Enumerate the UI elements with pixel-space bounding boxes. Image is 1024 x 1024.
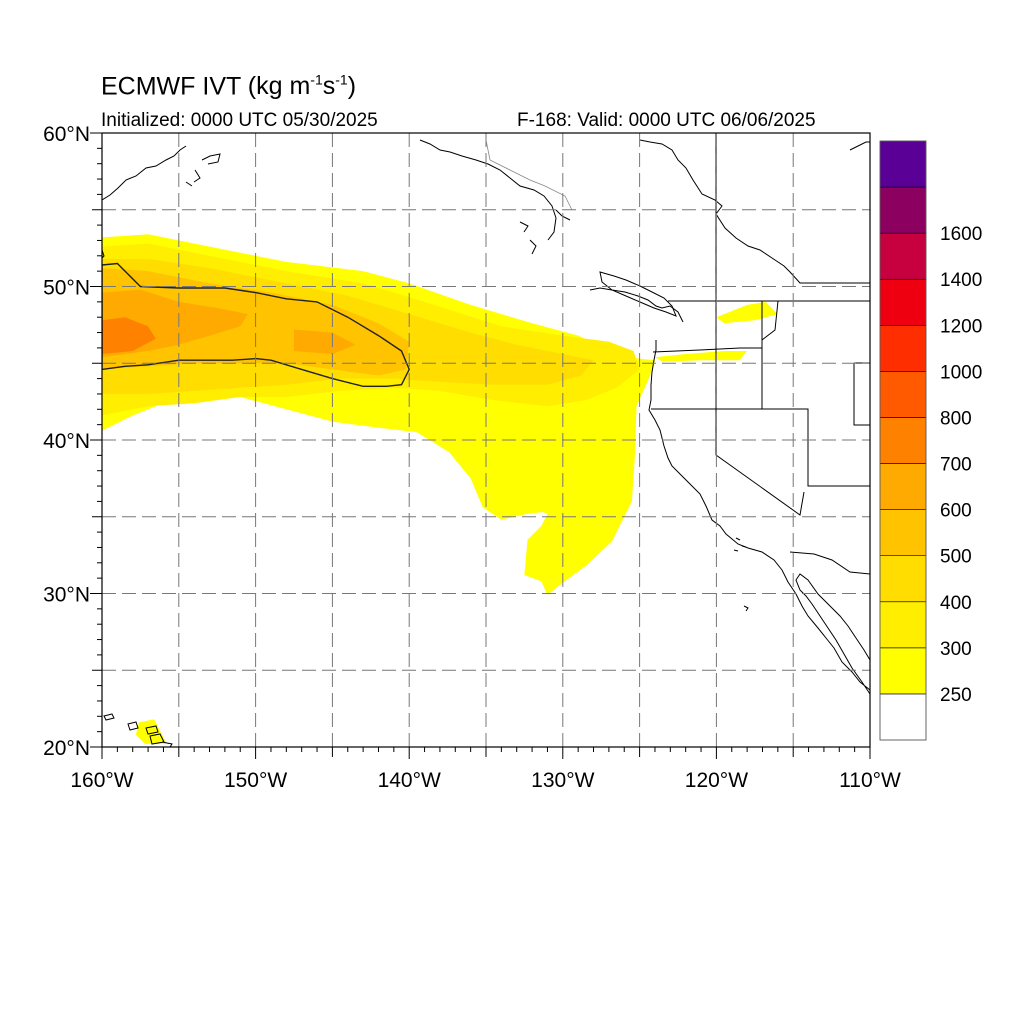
colorbar-box <box>879 647 927 695</box>
units-exp-2: -1 <box>335 72 348 88</box>
model-name: ECMWF <box>101 72 196 101</box>
lat-label: 60°N <box>43 123 90 146</box>
lat-label: 40°N <box>43 430 90 453</box>
lon-label: 120°W <box>685 769 748 792</box>
colorbar-box <box>879 140 927 188</box>
colorbar-label: 1200 <box>940 316 982 337</box>
ivt-contour <box>102 262 410 387</box>
ivt-region-700-6 <box>102 317 156 354</box>
ivt-contour-line <box>102 262 410 387</box>
colorbar-label: 700 <box>940 455 972 476</box>
alaska-coastline <box>102 139 870 259</box>
colorbar-box <box>879 325 927 372</box>
colorbar: 250 300 400 500 600 700 800 1000 1200 1400 1600 <box>879 140 982 741</box>
colorbar-box <box>879 186 927 234</box>
lon-label: 160°W <box>70 769 133 792</box>
vancouver-island <box>599 271 677 317</box>
colorbar-label: 1600 <box>940 224 982 245</box>
lon-label: 150°W <box>224 769 287 792</box>
channel-islands <box>733 537 749 612</box>
colorbar-label: 600 <box>940 501 972 522</box>
colorbar-box <box>879 601 927 649</box>
axis-ticks <box>90 132 871 759</box>
units-mid: s <box>322 72 336 101</box>
map-title: ECMWF IVT (kg m-1s-1) <box>101 72 356 101</box>
colorbar-label: 1400 <box>940 270 982 291</box>
variable-name: IVT <box>202 72 241 101</box>
north-america-coastline <box>589 139 870 695</box>
colorbar-label: 400 <box>940 593 972 614</box>
graticule <box>102 133 870 747</box>
ivt-region-600-5 <box>294 329 356 354</box>
units-exp-1: -1 <box>310 72 323 88</box>
colorbar-label: 300 <box>940 639 972 660</box>
lat-label: 50°N <box>43 277 90 300</box>
colorbar-box <box>879 693 927 741</box>
longitude-labels: 160°W 150°W 140°W 130°W 120°W 110°W <box>70 769 901 792</box>
colorbar-frame <box>879 140 927 741</box>
colorbar-box <box>879 371 927 418</box>
colorbar-label: 500 <box>940 547 972 568</box>
colorbar-box <box>879 555 927 603</box>
latitude-labels: 60°N 50°N 40°N 30°N 20°N <box>43 123 90 760</box>
colorbar-label: 250 <box>940 685 972 706</box>
alaska-canada-border <box>485 139 573 211</box>
colorbar-box <box>879 417 927 464</box>
mexico-border <box>789 551 870 575</box>
colorbar-box <box>879 278 927 326</box>
lon-label: 140°W <box>378 769 441 792</box>
units-label: (kg m-1s-1) <box>248 72 356 100</box>
ivt-region-250-9 <box>135 719 167 744</box>
state-borders <box>651 133 870 516</box>
coastlines-and-borders <box>102 133 870 747</box>
units-base: (kg m <box>247 72 311 101</box>
units-close: ) <box>347 72 357 101</box>
ivt-region-250-8 <box>655 351 748 362</box>
colorbar-box <box>879 509 927 556</box>
lat-label: 20°N <box>43 737 90 760</box>
lat-label: 30°N <box>43 584 90 607</box>
ivt-region-250-7 <box>716 301 778 324</box>
initialized-time: Initialized: 0000 UTC 05/30/2025 <box>101 110 378 131</box>
hawaii-islands <box>103 713 173 747</box>
colorbar-box <box>879 232 927 280</box>
lon-label: 130°W <box>531 769 594 792</box>
valid-time: F-168: Valid: 0000 UTC 06/06/2025 <box>517 110 816 131</box>
lon-label: 110°W <box>839 769 901 792</box>
colorbar-label: 800 <box>940 408 972 429</box>
colorbar-label: 1000 <box>940 362 982 383</box>
colorbar-box <box>879 463 927 510</box>
